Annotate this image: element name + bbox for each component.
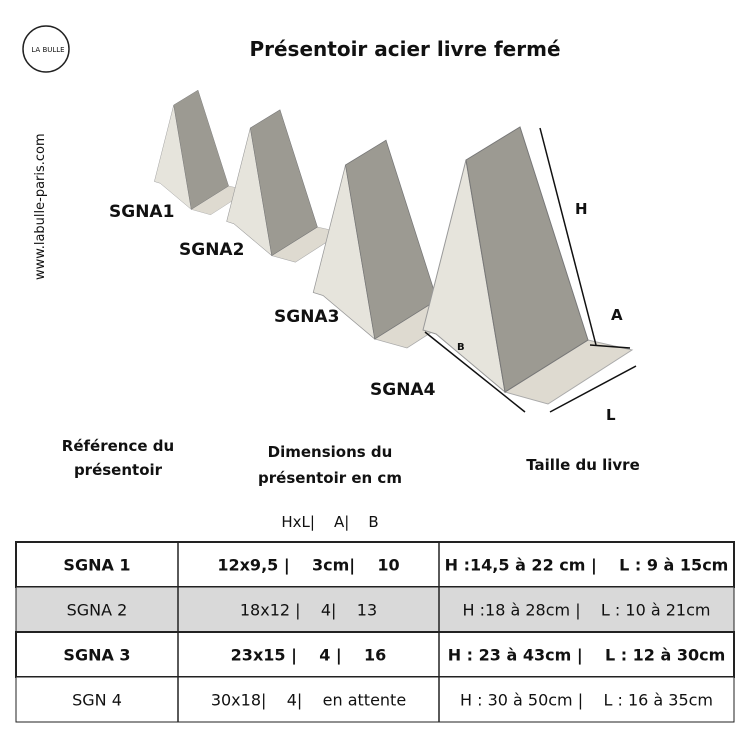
column-headers: Référence du présentoir Dimensions du prése… [62, 437, 640, 487]
subheader: HxL| A| B [281, 513, 378, 531]
shelf-label: SGNA4 [370, 380, 436, 400]
dim-b: B [457, 342, 465, 353]
website: www.labulle-paris.com [33, 133, 48, 280]
title: Présentoir acier livre fermé [249, 37, 560, 61]
shelf-sgna4 [422, 126, 633, 405]
shelf-label: SGNA2 [179, 240, 244, 260]
shelf-label: SGNA3 [274, 307, 339, 327]
dimension-arrows [424, 127, 637, 413]
logo-text: LA BULLE [31, 46, 64, 54]
dim-h: H [575, 200, 588, 218]
shelf-label: SGNA1 [109, 202, 174, 222]
dim-l: L [606, 406, 616, 424]
table-row [15, 631, 735, 678]
table-cell: 23x15 | 4 | 16 [231, 646, 387, 666]
table-cell: H :14,5 à 22 cm | L : 9 à 15cm [445, 556, 729, 576]
table-cell: H : 23 à 43cm | L : 12 à 30cm [448, 646, 726, 666]
table-row [15, 676, 735, 723]
column-header: Taille du livre [526, 456, 640, 474]
table-cell: SGN 4 [72, 691, 122, 710]
table-cell: H :18 à 28cm | L : 10 à 21cm [463, 601, 711, 620]
table: SGNA 1 12x9,5 | 3cm| 10 H :14,5 à 22 cm | … [15, 541, 735, 723]
table-cell: SGNA 3 [63, 646, 130, 665]
table-row [15, 586, 735, 633]
logo-ring [22, 25, 70, 73]
table-cell: 30x18| 4| en attente [211, 691, 406, 710]
column-header: Dimensions du présentoir en cm [258, 443, 402, 487]
table-cell: SGNA 2 [67, 601, 128, 620]
table-cell: 18x12 | 4| 13 [240, 601, 377, 620]
table-cell: SGNA 1 [63, 556, 130, 575]
table-cell: 12x9,5 | 3cm| 10 [217, 556, 399, 576]
table-cell: H : 30 à 50cm | L : 16 à 35cm [460, 691, 713, 710]
table-row [15, 541, 735, 588]
dim-a: A [611, 306, 623, 324]
column-header: Référence du présentoir [62, 437, 174, 479]
logo: LA BULLE [22, 25, 70, 73]
